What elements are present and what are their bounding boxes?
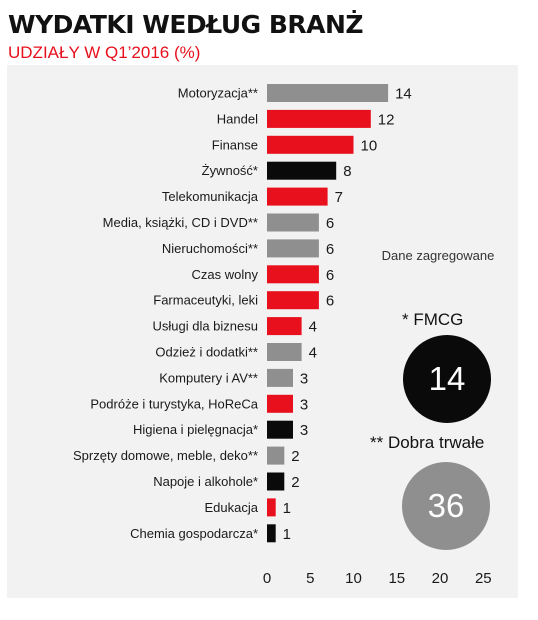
category-label: Finanse — [212, 137, 258, 152]
category-label: Farmaceutyki, leki — [153, 293, 258, 308]
category-label: Chemia gospodarcza* — [130, 526, 258, 541]
value-label: 6 — [326, 293, 334, 310]
bar — [267, 161, 337, 180]
bar — [267, 524, 276, 543]
bar — [267, 84, 389, 102]
bar — [267, 420, 293, 439]
category-label: Podróże i turystyka, HoReCa — [90, 396, 258, 411]
bar — [267, 291, 319, 310]
bar — [267, 317, 302, 336]
durable-goods-label: ** Dobra trwałe — [370, 433, 485, 452]
category-label: Żywność* — [202, 163, 258, 178]
value-label: 4 — [309, 319, 317, 336]
value-label: 1 — [283, 500, 291, 517]
bar — [267, 343, 302, 361]
aggregated-data-heading: Dane zagregowane — [381, 248, 495, 263]
durable-goods-value: 36 — [427, 487, 465, 524]
bar — [267, 135, 354, 154]
value-label: 3 — [300, 396, 308, 413]
x-tick-label: 10 — [345, 570, 362, 587]
category-label: Sprzęty domowe, meble, deko** — [73, 448, 258, 463]
bar — [267, 368, 293, 387]
category-label: Media, książki, CD i DVD** — [103, 215, 258, 230]
bar — [267, 213, 319, 232]
category-label: Usługi dla biznesu — [152, 319, 258, 334]
bar — [267, 446, 285, 465]
category-label: Handel — [217, 111, 258, 126]
value-label: 6 — [326, 267, 334, 284]
x-tick-label: 0 — [263, 570, 271, 587]
category-label: Edukacja — [205, 500, 259, 515]
value-label: 7 — [335, 189, 343, 206]
chart-title: WYDATKI WEDŁUG BRANŻ — [8, 10, 364, 39]
value-label: 2 — [291, 448, 299, 465]
value-label: 2 — [291, 474, 299, 491]
value-label: 4 — [309, 345, 317, 362]
category-label: Komputery i AV** — [159, 370, 258, 385]
value-label: 6 — [326, 215, 334, 232]
bar — [267, 109, 371, 128]
durable-goods-value-circle: 36 — [402, 462, 490, 550]
bar — [267, 265, 319, 284]
value-label: 8 — [343, 163, 351, 180]
bar — [267, 239, 319, 258]
value-label: 6 — [326, 241, 334, 258]
x-tick-label: 5 — [306, 570, 314, 587]
fmcg-value: 14 — [428, 360, 466, 397]
category-label: Odzież i dodatki** — [155, 345, 258, 360]
category-label: Telekomunikacja — [162, 189, 259, 204]
bar — [267, 472, 285, 491]
chart-subtitle: UDZIAŁY W Q1’2016 (%) — [8, 43, 201, 62]
category-label: Czas wolny — [192, 267, 259, 282]
value-label: 14 — [395, 86, 412, 103]
x-tick-label: 20 — [432, 570, 449, 587]
value-label: 3 — [300, 370, 308, 387]
category-label: Nieruchomości** — [162, 241, 258, 256]
fmcg-value-circle: 14 — [403, 335, 491, 423]
value-label: 12 — [378, 111, 395, 128]
value-label: 1 — [283, 526, 291, 543]
category-label: Napoje i alkohole* — [153, 474, 258, 489]
x-tick-label: 25 — [475, 570, 492, 587]
value-label: 10 — [361, 137, 378, 154]
x-tick-label: 15 — [388, 570, 405, 587]
value-label: 3 — [300, 422, 308, 439]
fmcg-label: * FMCG — [402, 310, 464, 329]
bar — [267, 187, 328, 206]
bar — [267, 498, 276, 517]
category-label: Motoryzacja** — [178, 86, 258, 101]
category-label: Higiena i pielęgnacja* — [133, 422, 258, 437]
bar — [267, 394, 293, 413]
